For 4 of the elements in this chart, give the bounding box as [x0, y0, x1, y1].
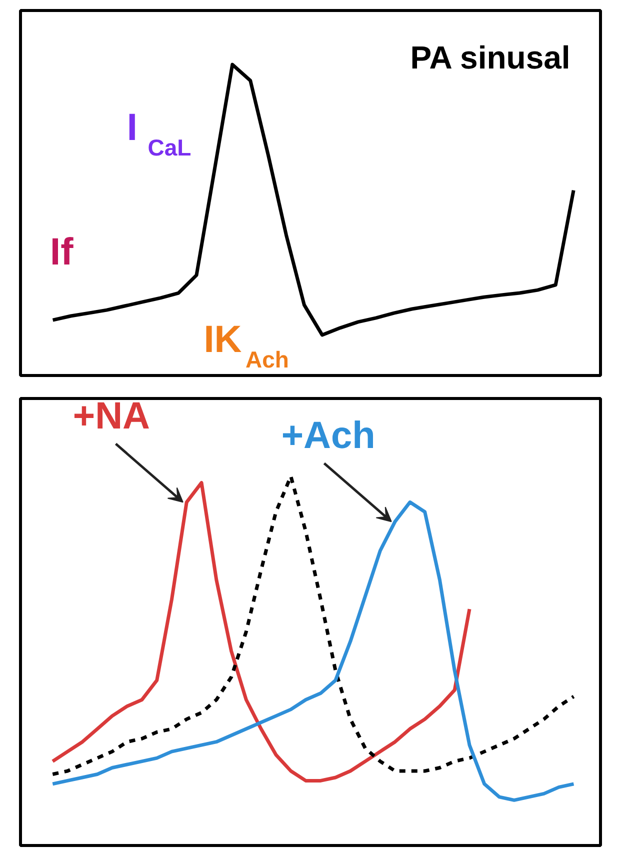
chart-title: PA sinusal	[410, 40, 570, 76]
annotation: If	[50, 231, 74, 274]
series-label: +NA	[72, 395, 150, 438]
series-label: +Ach	[281, 414, 376, 457]
